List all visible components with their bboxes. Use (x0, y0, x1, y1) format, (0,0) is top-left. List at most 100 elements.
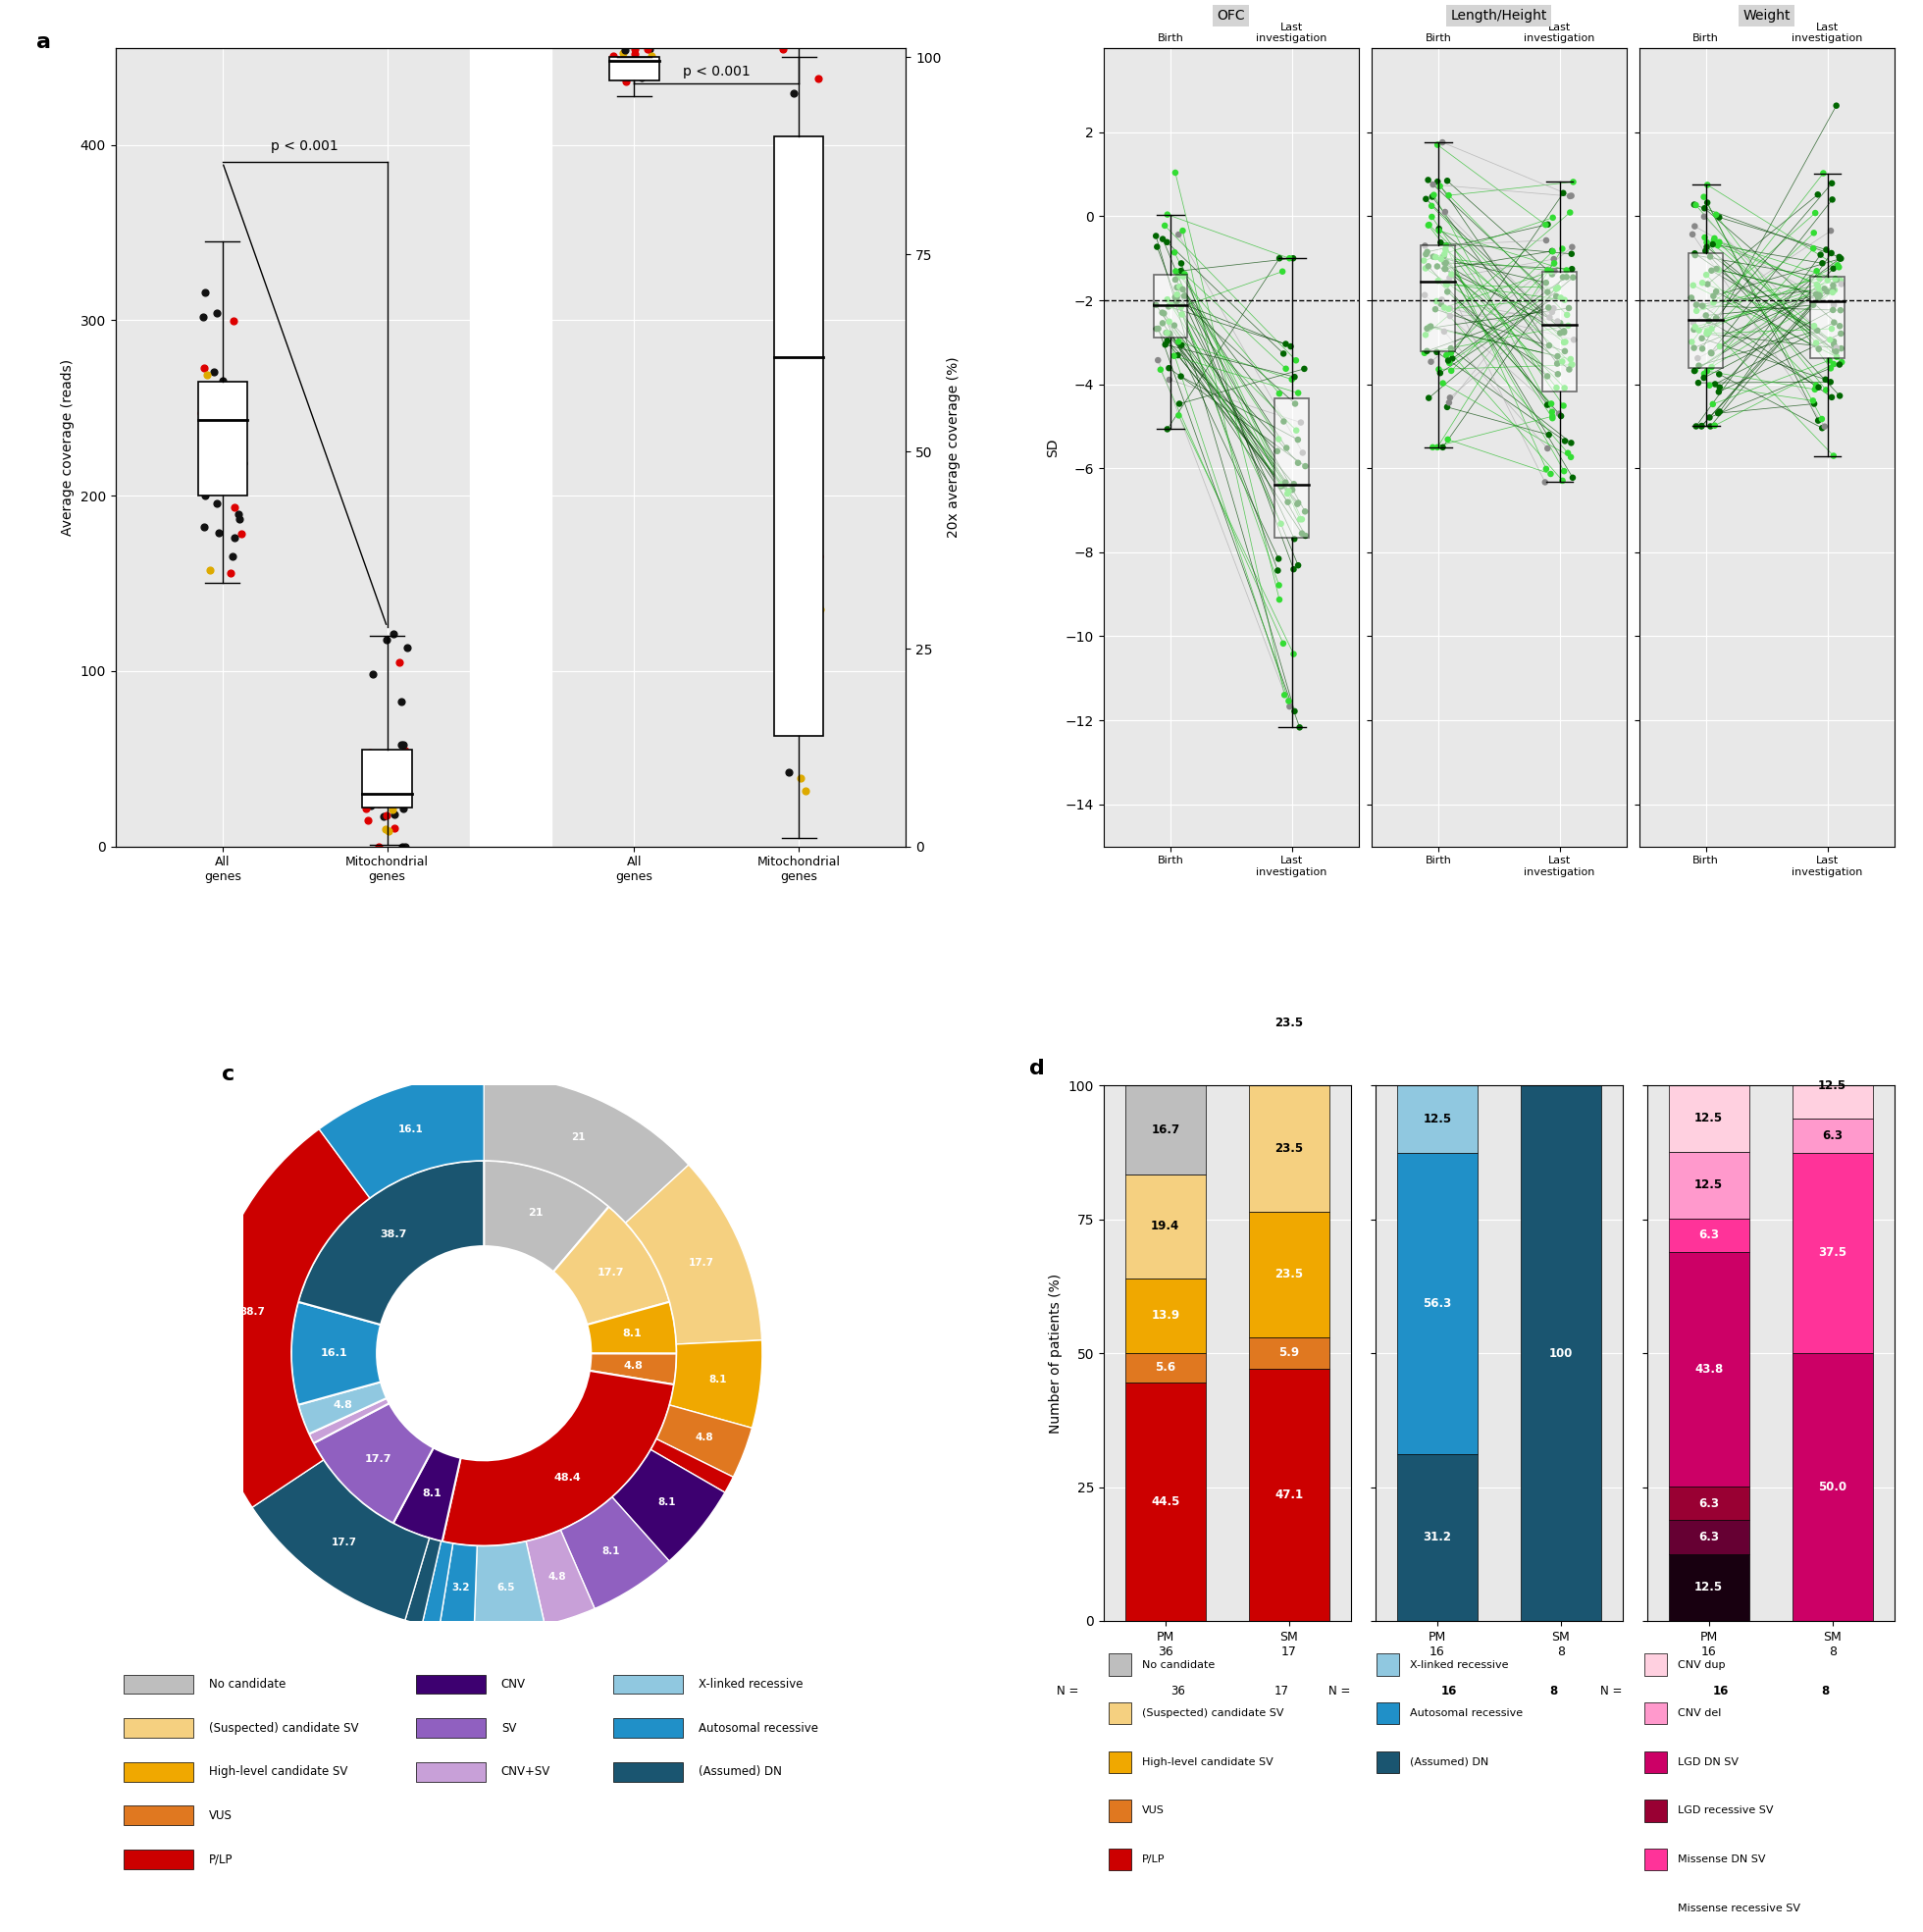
Text: 8: 8 (1821, 1685, 1829, 1698)
Point (1538, 294, 1569, 325)
Point (194, 554, 225, 585)
Point (1542, 305, 1573, 336)
Point (1692, 315, 1723, 346)
Point (1431, 253, 1461, 284)
Point (1146, 298, 1177, 328)
Point (1154, 354, 1185, 384)
Point (1546, 346, 1577, 377)
Text: 12.5: 12.5 (1694, 1179, 1723, 1192)
Point (1548, 466, 1579, 497)
FancyBboxPatch shape (1110, 1849, 1131, 1870)
Point (788, 319, 819, 350)
Point (779, 383, 810, 413)
Point (637, 41, 667, 71)
Point (1279, 554, 1310, 585)
Wedge shape (290, 1302, 381, 1405)
Point (1423, 213, 1454, 243)
Bar (1248, 960, 1329, 1086)
Point (367, 802, 398, 833)
Point (1279, 361, 1310, 392)
Text: X-linked recessive: X-linked recessive (1410, 1660, 1508, 1669)
Point (792, 381, 823, 412)
Wedge shape (406, 1538, 440, 1625)
FancyBboxPatch shape (123, 1718, 192, 1737)
Point (1552, 299, 1583, 330)
Text: 43.8: 43.8 (1694, 1362, 1723, 1376)
Point (385, 753, 415, 784)
Point (1686, 290, 1717, 321)
Point (1692, 187, 1723, 218)
Point (1686, 412, 1717, 442)
Point (1529, 468, 1560, 498)
Text: (Assumed) DN: (Assumed) DN (698, 1766, 783, 1777)
Point (1556, 427, 1586, 458)
Point (1154, 319, 1185, 350)
Point (763, 242, 794, 272)
Point (1808, 413, 1838, 444)
Point (798, 491, 829, 522)
Point (1686, 323, 1717, 354)
Point (369, 813, 400, 844)
Point (1546, 234, 1577, 265)
Point (1538, 243, 1569, 274)
Point (1163, 270, 1194, 301)
Point (1536, 236, 1567, 267)
Wedge shape (562, 1497, 669, 1609)
Point (1798, 388, 1829, 419)
Point (1536, 236, 1567, 267)
Point (638, 50, 669, 81)
Wedge shape (625, 1165, 762, 1345)
Point (1161, 278, 1192, 309)
Bar (1248, 1370, 1329, 1621)
Point (1431, 269, 1461, 299)
Point (1548, 178, 1579, 209)
Point (627, 48, 658, 79)
Point (1825, 265, 1856, 296)
Point (619, 33, 650, 64)
Point (771, 694, 802, 724)
FancyBboxPatch shape (1644, 1702, 1667, 1725)
Point (1415, 311, 1446, 342)
Point (1544, 398, 1575, 429)
Point (1819, 290, 1850, 321)
Text: 8: 8 (1550, 1685, 1558, 1698)
Wedge shape (475, 1542, 544, 1633)
Bar (1792, 1119, 1873, 1153)
Point (1686, 332, 1717, 363)
Point (1425, 288, 1456, 319)
Text: 17.7: 17.7 (688, 1258, 713, 1267)
Point (1817, 168, 1848, 199)
Point (1263, 243, 1294, 274)
Point (1825, 319, 1856, 350)
Point (1821, 342, 1852, 373)
Point (1140, 220, 1171, 251)
Point (785, 131, 815, 162)
Text: 6.3: 6.3 (1698, 1530, 1719, 1544)
Point (225, 448, 256, 479)
Point (363, 775, 394, 806)
Point (1283, 377, 1313, 408)
Point (1798, 218, 1829, 249)
Point (1283, 448, 1313, 479)
Point (1821, 332, 1852, 363)
Point (1279, 469, 1310, 500)
Point (1548, 315, 1579, 346)
Point (1154, 365, 1185, 396)
Point (1433, 423, 1463, 454)
Text: (Suspected) candidate SV: (Suspected) candidate SV (210, 1721, 358, 1735)
Point (1550, 284, 1581, 315)
Point (1413, 311, 1444, 342)
Point (1285, 711, 1315, 742)
Bar (1396, 1455, 1477, 1621)
Point (212, 454, 242, 485)
Text: High-level candidate SV: High-level candidate SV (1142, 1756, 1273, 1768)
Point (1286, 518, 1317, 549)
Point (1692, 319, 1723, 350)
Point (1288, 354, 1319, 384)
FancyBboxPatch shape (1110, 1702, 1131, 1725)
Text: 21: 21 (529, 1208, 544, 1217)
FancyBboxPatch shape (198, 381, 248, 495)
Point (1533, 292, 1563, 323)
Point (188, 512, 219, 543)
Text: Missense recessive SV: Missense recessive SV (1677, 1903, 1800, 1913)
